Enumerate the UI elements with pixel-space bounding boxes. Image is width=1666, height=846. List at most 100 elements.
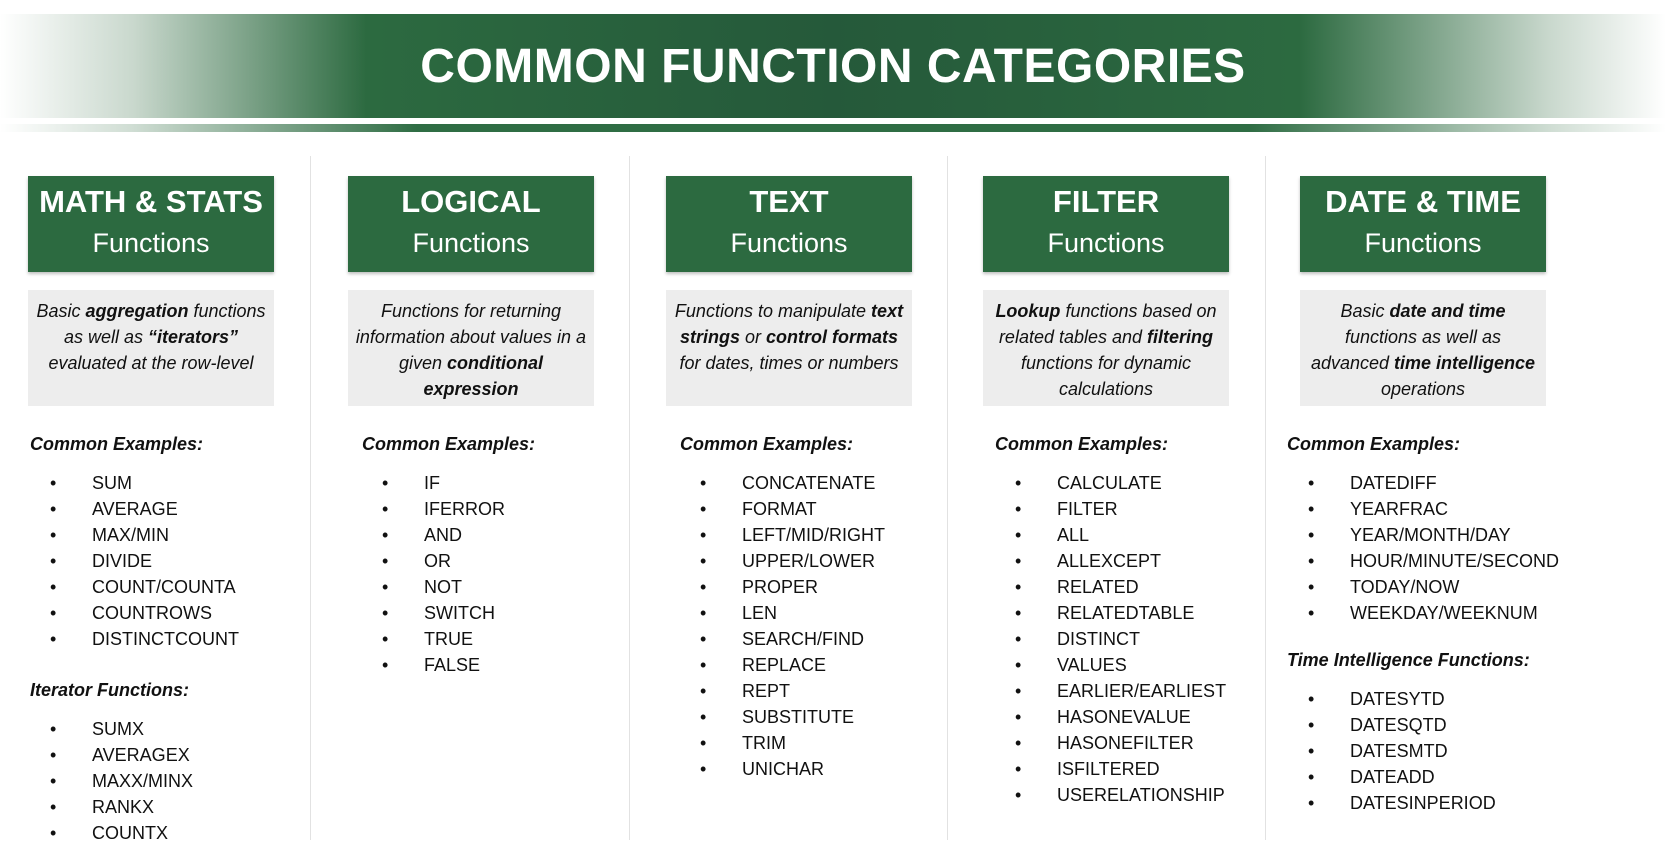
function-item: YEARFRAC [1286,496,1559,522]
description-text: “iterators” [148,327,239,347]
function-item: SWITCH [360,600,505,626]
description-text: time intelligence [1394,353,1536,373]
column-divider [1265,156,1266,840]
function-list: SUMAVERAGEMAX/MINDIVIDECOUNT/COUNTACOUNT… [28,470,239,652]
function-item: SUM [28,470,239,496]
function-item: DATESMTD [1286,738,1496,764]
function-item: AVERAGEX [28,742,193,768]
function-item: ISFILTERED [993,756,1226,782]
function-item: UPPER/LOWER [678,548,885,574]
function-item: DATESYTD [1286,686,1496,712]
function-item: UNICHAR [678,756,885,782]
function-list: CALCULATEFILTERALLALLEXCEPTRELATEDRELATE… [993,470,1226,808]
function-item: LEFT/MID/RIGHT [678,522,885,548]
section-label: Iterator Functions: [30,680,190,700]
category-description: Functions for returning information abou… [348,290,594,406]
function-item: DATEDIFF [1286,470,1559,496]
category-description: Basic date and time functions as well as… [1300,290,1546,406]
function-item: RANKX [28,794,193,820]
category-subtitle: Functions [1047,228,1165,258]
function-item: DISTINCT [993,626,1226,652]
description-text: functions based on related tables and [998,301,1217,347]
description-text: functions as well as [63,301,266,347]
function-item: COUNTROWS [28,600,239,626]
function-list: IFIFERRORANDORNOTSWITCHTRUEFALSE [360,470,505,678]
title-underline [0,124,1666,132]
function-item: VALUES [993,652,1226,678]
description-text: Functions for returning information abou… [355,301,587,373]
category-header: MATH & STATS Functions [28,176,274,272]
description-text: text strings [679,301,904,347]
function-item: OR [360,548,505,574]
function-item: COUNTX [28,820,193,846]
function-item: RELATEDTABLE [993,600,1226,626]
function-item: CONCATENATE [678,470,885,496]
section-label: Common Examples: [362,434,536,454]
description-text: for dates, times or numbers [679,353,899,373]
section-label: Common Examples: [995,434,1169,454]
function-item: NOT [360,574,505,600]
description-text: conditional expression [423,353,544,399]
function-item: EARLIER/EARLIEST [993,678,1226,704]
function-item: FORMAT [678,496,885,522]
section-label: Time Intelligence Functions: [1287,650,1530,670]
function-item: DATEADD [1286,764,1496,790]
description-text: date and time [1389,301,1506,321]
section-label: Common Examples: [30,434,204,454]
function-item: FILTER [993,496,1226,522]
function-item: AND [360,522,505,548]
category-description: Basic aggregation functions as well as “… [28,290,274,406]
description-text: filtering [1147,327,1214,347]
function-item: MAXX/MINX [28,768,193,794]
title-banner [0,14,1666,118]
category-title: FILTER [1052,184,1160,219]
function-item: HASONEVALUE [993,704,1226,730]
section-label: Common Examples: [680,434,854,454]
description-text: operations [1380,379,1466,399]
description-text: Basic [36,301,86,321]
function-item: DISTINCTCOUNT [28,626,239,652]
category-header: TEXT Functions [666,176,912,272]
description-text: functions as well as advanced [1310,327,1502,373]
function-item: REPLACE [678,652,885,678]
function-list: CONCATENATEFORMATLEFT/MID/RIGHTUPPER/LOW… [678,470,885,782]
function-item: DIVIDE [28,548,239,574]
function-item: DATESINPERIOD [1286,790,1496,816]
description-text: functions for dynamic calculations [1020,353,1192,399]
category-header: FILTER Functions [983,176,1229,272]
function-item: AVERAGE [28,496,239,522]
category-title: MATH & STATS [39,184,263,219]
function-item: COUNT/COUNTA [28,574,239,600]
description-text: aggregation [85,301,189,321]
category-subtitle: Functions [412,228,530,258]
function-item: HASONEFILTER [993,730,1226,756]
category-title: DATE & TIME [1325,184,1521,219]
category-title: TEXT [749,184,829,219]
function-item: FALSE [360,652,505,678]
function-item: SUMX [28,716,193,742]
function-item: REPT [678,678,885,704]
description-text: evaluated at the row-level [48,353,254,373]
function-item: SEARCH/FIND [678,626,885,652]
description-text: Basic [1340,301,1390,321]
column-divider [310,156,311,840]
category-subtitle: Functions [1364,228,1482,258]
function-list: DATESYTDDATESQTDDATESMTDDATEADDDATESINPE… [1286,686,1496,816]
function-item: YEAR/MONTH/DAY [1286,522,1559,548]
function-item: IFERROR [360,496,505,522]
function-item: CALCULATE [993,470,1226,496]
function-item: TODAY/NOW [1286,574,1559,600]
function-list: DATEDIFFYEARFRACYEAR/MONTH/DAYHOUR/MINUT… [1286,470,1559,626]
column-divider [629,156,630,840]
category-header: LOGICAL Functions [348,176,594,272]
function-item: RELATED [993,574,1226,600]
category-title: LOGICAL [401,184,541,219]
function-list: SUMXAVERAGEXMAXX/MINXRANKXCOUNTX [28,716,193,846]
function-item: ALL [993,522,1226,548]
description-text: Functions to manipulate [674,301,872,321]
function-item: MAX/MIN [28,522,239,548]
function-item: TRUE [360,626,505,652]
function-item: PROPER [678,574,885,600]
category-subtitle: Functions [92,228,210,258]
column-divider [947,156,948,840]
